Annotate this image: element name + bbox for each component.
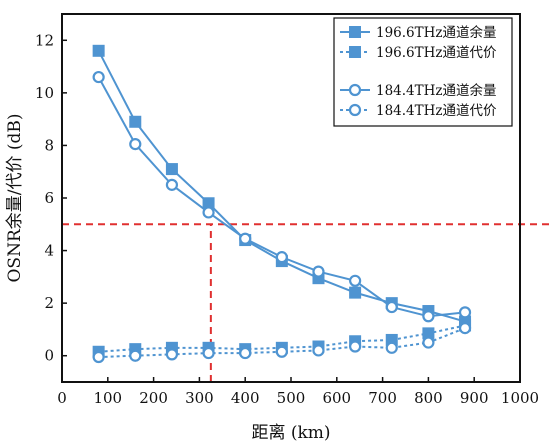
data-point (422, 336, 435, 349)
data-point (275, 345, 288, 358)
data-point (275, 251, 288, 264)
data-point (92, 70, 105, 84)
y-tick-label: 8 (44, 136, 54, 154)
data-point (385, 341, 398, 354)
data-point (422, 327, 435, 340)
x-tick-label: 300 (185, 389, 214, 407)
data-point (202, 346, 215, 360)
legend-item: 184.4THz通道代价 (340, 103, 497, 119)
legend-label: 184.4THz通道余量 (376, 82, 497, 99)
x-tick-label: 0 (57, 389, 67, 407)
y-tick-label: 0 (44, 347, 54, 365)
x-tick-label: 1000 (501, 389, 539, 407)
data-point (129, 349, 142, 362)
legend-item: 196.6THz通道代价 (340, 45, 497, 61)
data-point (312, 344, 325, 357)
series-line (98, 324, 466, 353)
series-4 (92, 322, 472, 364)
legend-marker (349, 46, 361, 58)
y-tick-label: 12 (35, 31, 54, 49)
x-tick-label: 700 (368, 389, 397, 407)
data-point (165, 348, 179, 361)
y-tick-label: 10 (35, 84, 54, 102)
series-line (98, 327, 466, 359)
x-tick-label: 500 (277, 389, 306, 407)
x-tick-label: 100 (93, 389, 122, 407)
legend: 196.6THz通道余量 196.6THz通道代价 184.4THz通道余量 184.… (333, 17, 513, 127)
data-point (165, 178, 179, 191)
data-point (239, 232, 252, 245)
x-tick-label: 900 (460, 389, 489, 407)
data-point (349, 340, 362, 353)
data-point (239, 346, 252, 360)
data-point (202, 206, 215, 219)
y-tick-label: 4 (44, 242, 54, 260)
series-3 (92, 70, 472, 323)
data-point (129, 138, 142, 151)
legend-box (333, 17, 513, 127)
x-tick-label: 800 (414, 389, 443, 407)
legend-marker (348, 103, 362, 117)
legend-item: 184.4THz通道余量 (340, 82, 497, 99)
legend-item: 196.6THz通道余量 (340, 24, 497, 41)
x-tick-label: 200 (139, 389, 168, 407)
legend-marker (349, 26, 361, 38)
y-tick-label: 6 (44, 189, 54, 207)
axis-ticks: 0 100 200 300 400 500 600 700 800 900 1000 0 2 4 6 8 10 1… (35, 31, 539, 407)
legend-marker (348, 83, 362, 97)
x-tick-label: 600 (322, 389, 351, 407)
data-point (458, 306, 472, 319)
data-point (312, 265, 325, 278)
data-point (458, 322, 472, 335)
data-point (92, 44, 105, 57)
data-point (422, 310, 435, 323)
series-layer (92, 44, 472, 364)
legend-label: 196.6THz通道余量 (376, 24, 497, 41)
data-point (202, 197, 215, 210)
data-point (349, 274, 362, 287)
data-point (92, 350, 105, 364)
x-axis-title: 距离 (km) (251, 423, 330, 443)
y-tick-label: 2 (44, 294, 54, 312)
data-point (385, 300, 398, 314)
data-point (129, 115, 142, 128)
x-tick-label: 400 (231, 389, 260, 407)
legend-label: 196.6THz通道代价 (376, 45, 497, 61)
legend-label: 184.4THz通道代价 (376, 103, 497, 119)
y-axis-title: OSNR余量/代价 (dB) (5, 113, 25, 282)
data-point (349, 286, 362, 299)
data-point (165, 163, 178, 176)
